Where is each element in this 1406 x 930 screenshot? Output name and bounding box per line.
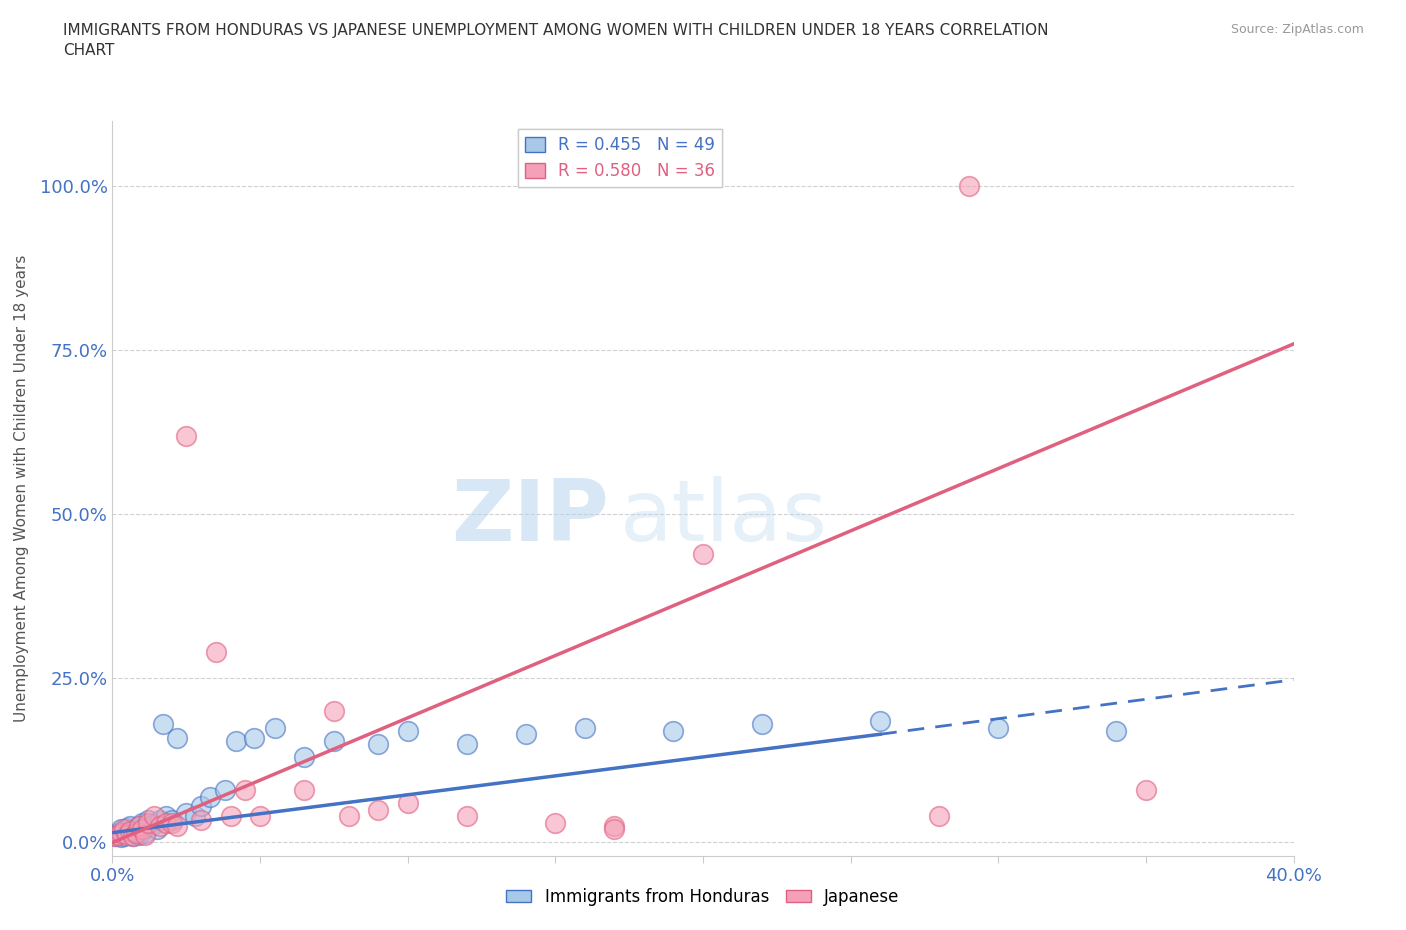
Point [1105,724,1128,738]
Point [160,816,183,830]
Point [219,809,242,824]
Point [166,730,188,745]
Point [264,720,287,735]
Point [214,782,236,797]
Point [149,818,172,833]
Point [184,809,207,824]
Legend: Immigrants from Honduras, Japanese: Immigrants from Honduras, Japanese [499,881,907,912]
Point [139,818,162,833]
Point [112,829,135,844]
Point [112,822,135,837]
Point [198,790,221,804]
Point [396,796,419,811]
Point [110,830,132,844]
Point [456,809,478,824]
Point [603,818,626,833]
Point [233,782,256,797]
Point [456,737,478,751]
Point [134,827,156,842]
Point [142,809,165,824]
Point [155,809,177,824]
Point [603,822,626,837]
Point [146,822,169,837]
Point [190,812,212,827]
Point [128,827,150,842]
Point [166,818,188,833]
Legend: R = 0.455   N = 49, R = 0.580   N = 36: R = 0.455 N = 49, R = 0.580 N = 36 [519,129,723,187]
Point [142,817,165,831]
Point [155,816,177,830]
Text: Source: ZipAtlas.com: Source: ZipAtlas.com [1230,23,1364,36]
Point [134,825,156,840]
Point [117,827,138,842]
Point [128,818,150,833]
Point [869,713,891,728]
Point [249,809,271,824]
Point [337,809,360,824]
Point [292,750,315,764]
Point [367,803,389,817]
Point [323,734,346,749]
Point [120,827,142,842]
Point [131,816,153,830]
Point [104,829,127,844]
Point [396,724,419,738]
Point [107,827,129,842]
Point [225,734,247,749]
Point [120,818,142,833]
Point [117,825,138,840]
Point [323,704,346,719]
Point [136,812,159,827]
Point [125,825,148,840]
Point [515,727,537,742]
Point [957,179,980,194]
Point [122,829,145,844]
Point [243,730,266,745]
Point [125,822,148,837]
Point [128,818,150,833]
Point [292,782,315,797]
Point [1135,782,1157,797]
Point [122,829,145,844]
Point [117,820,138,835]
Point [174,805,197,820]
Point [174,429,197,444]
Point [160,812,183,827]
Point [104,829,127,844]
Point [107,825,129,840]
Point [987,720,1010,735]
Point [125,825,148,840]
Point [928,809,950,824]
Point [367,737,389,751]
Point [110,825,132,840]
Point [662,724,685,738]
Point [110,822,132,837]
Point [692,547,714,562]
Text: atlas: atlas [620,476,828,559]
Point [122,823,145,838]
Point [544,816,567,830]
Point [107,827,129,842]
Point [149,812,172,827]
Text: ZIP: ZIP [451,476,609,559]
Y-axis label: Unemployment Among Women with Children Under 18 years: Unemployment Among Women with Children U… [14,255,28,722]
Point [190,799,212,814]
Point [112,823,135,838]
Point [152,717,174,732]
Point [574,720,596,735]
Point [120,823,142,838]
Point [131,822,153,837]
Text: IMMIGRANTS FROM HONDURAS VS JAPANESE UNEMPLOYMENT AMONG WOMEN WITH CHILDREN UNDE: IMMIGRANTS FROM HONDURAS VS JAPANESE UNE… [63,23,1049,58]
Point [131,823,153,838]
Point [751,717,773,732]
Point [205,644,228,659]
Point [136,816,159,830]
